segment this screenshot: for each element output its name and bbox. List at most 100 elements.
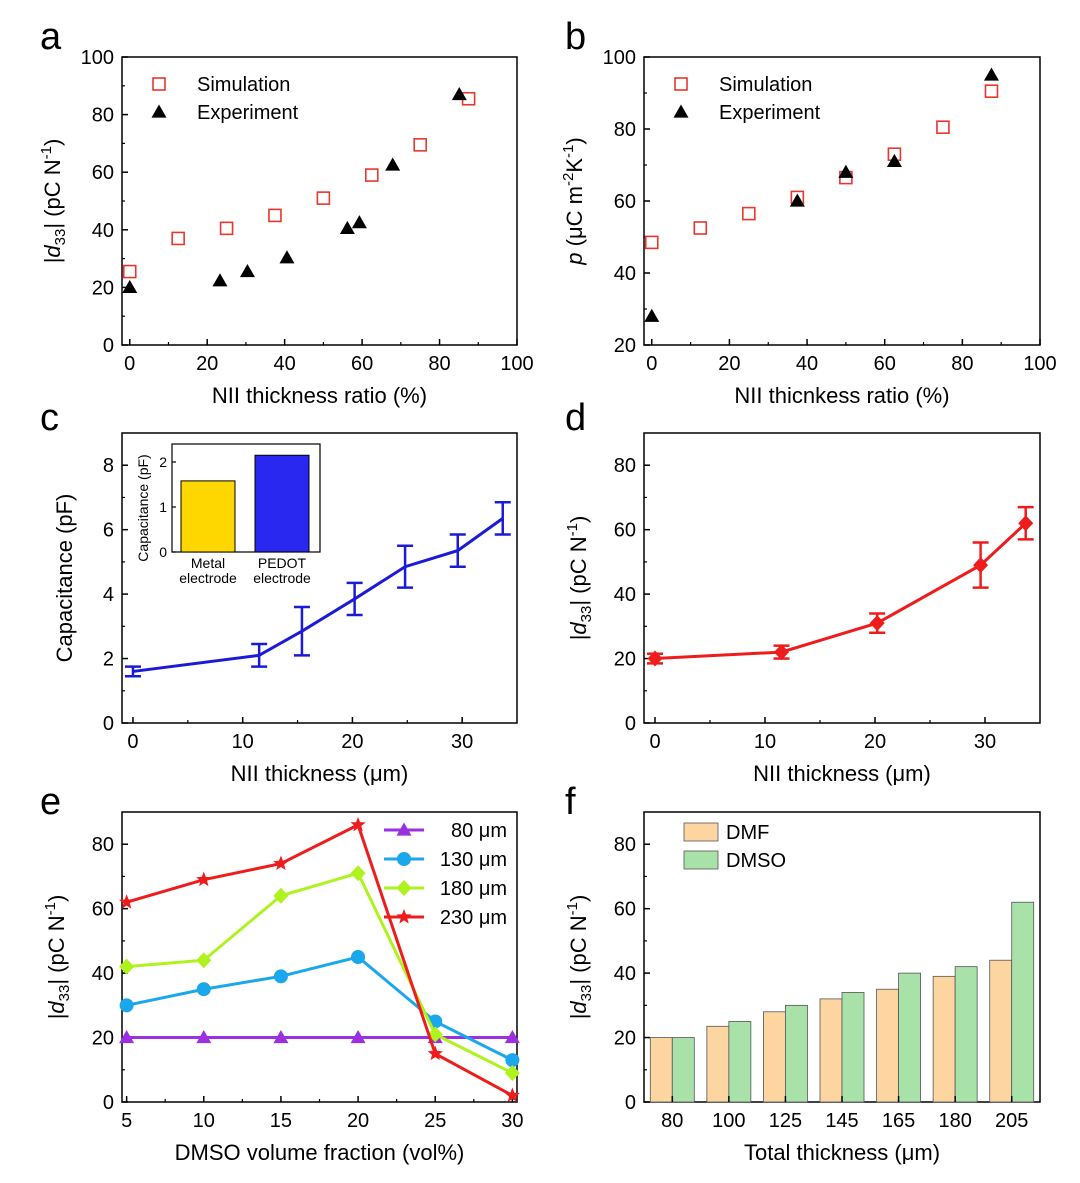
- panel-b-x-tick-label: 80: [951, 353, 973, 375]
- panel-f-bar-dmf-125: [763, 1011, 786, 1103]
- panel-c-inset-bar-label: PEDOT: [258, 555, 307, 571]
- panel-f-y-label-part: d: [566, 1001, 591, 1014]
- panel-b-y-tick-label: 100: [603, 47, 636, 69]
- panel-e-y-label-part: 33: [56, 985, 73, 1002]
- panel-d-y-label-part: d: [566, 622, 591, 635]
- panel-e-series-180-m-point: [504, 1065, 520, 1081]
- panel-c-plot-frame: [121, 432, 518, 724]
- panel-a-y-label-part: 33: [52, 229, 69, 246]
- panel-d-y-label-part: |: [566, 635, 591, 641]
- panel-b-x-tick-label: 20: [718, 353, 740, 375]
- panel-a-series-experiment-point: [385, 157, 401, 171]
- panel-e-y-tick-label: 80: [92, 834, 114, 856]
- panel-b-y-tick-label: 80: [614, 119, 636, 141]
- panel-c-x-tick-label: 10: [232, 731, 254, 753]
- panel-b-y-axis-label: p (μC m-2K-1): [560, 137, 587, 265]
- panel-a-series-simulation-point: [364, 168, 379, 182]
- panel-b-legend-label: Simulation: [719, 74, 812, 96]
- panel-c-inset-y-tick-label: 2: [159, 454, 167, 470]
- panel-e-y-label-part: |: [44, 1014, 69, 1020]
- panel-c-x-axis-label: NII thickness (μm): [231, 761, 409, 786]
- panel-f-x-tick-label: 100: [712, 1110, 745, 1132]
- panel-f-x-tick-label: 180: [938, 1110, 971, 1132]
- panel-e-series-230-m-point: [119, 894, 135, 909]
- panel-e-legend-marker: [396, 909, 412, 924]
- panel-e-series-130-m-point: [273, 969, 288, 984]
- panel-c-y-tick-label: 2: [103, 649, 114, 671]
- panel-f-y-tick-label: 20: [614, 1028, 636, 1050]
- panel-f-y-label-part: |: [566, 1014, 591, 1020]
- panel-a-legend-label: Simulation: [197, 74, 290, 96]
- panel-f-bar-dmso-180: [954, 966, 978, 1103]
- panel-a-x-axis-label: NII thickness ratio (%): [212, 383, 427, 408]
- panel-c-inset-bar-label: Metal: [191, 555, 225, 571]
- panel-b-series-simulation-point: [693, 221, 708, 235]
- panel-e-x-axis-label: DMSO volume fraction (vol%): [175, 1140, 465, 1165]
- panel-b-plot-frame: [643, 56, 1041, 346]
- panel-d-y-label-part: 33: [578, 606, 595, 623]
- panel-e-legend-label: 130 μm: [440, 849, 507, 871]
- panel-d-x-tick-label: 0: [649, 731, 660, 753]
- panel-a-legend-marker: [151, 104, 167, 118]
- panel-d: d|d33| (pC N-1)NII thickness (μm)0 10 20 30…: [564, 397, 1041, 786]
- panel-f-x-tick-label: 125: [769, 1110, 802, 1132]
- panel-b-y-label-part: K: [562, 158, 587, 173]
- panel-c-x-tick-label: 30: [451, 731, 473, 753]
- panel-c-y-axis-label: Capacitance (pF): [52, 494, 77, 663]
- panel-a-series-experiment-point: [239, 264, 255, 278]
- panel-f-bar-dmso-205: [1011, 901, 1035, 1103]
- panel-d-y-tick-label: 40: [614, 584, 636, 606]
- panel-b-x-tick-label: 100: [1023, 353, 1056, 375]
- panel-b-y-label-part: -2: [560, 173, 577, 186]
- panel-d-y-tick-label: 20: [614, 649, 636, 671]
- panel-b-series-experiment-point: [886, 153, 902, 168]
- panel-c-letter: c: [40, 397, 59, 439]
- panel-e-series-180-m-line: [126, 871, 514, 1075]
- panel-e-series-180-m-point: [350, 865, 366, 882]
- panel-a: a |d33| (pC N-1) NII thickness ratio (%) 0 2…: [38, 16, 534, 408]
- panel-a-series-experiment-point: [279, 250, 295, 264]
- panel-e-series-180-m-point: [196, 952, 212, 969]
- panel-f-bar-dmf-100: [706, 1025, 730, 1103]
- panel-f-legend-swatch: [683, 850, 719, 870]
- panel-f-bar-dmf-180: [932, 975, 956, 1103]
- panel-e-y-label-part: d: [44, 1001, 69, 1014]
- panel-b-legend-marker: [673, 104, 689, 118]
- panel-a-series-experiment-point: [339, 220, 355, 234]
- panel-b-y-tick-label: 20: [614, 335, 636, 357]
- panel-a-legend-marker: [152, 77, 166, 91]
- panel-d-letter: d: [565, 397, 586, 439]
- panel-e-series-180-m-point: [119, 958, 135, 975]
- panel-e-y-tick-label: 40: [92, 963, 114, 985]
- panel-b-x-tick-label: 60: [874, 353, 896, 375]
- panel-f-y-label-part: | (pC N: [566, 915, 591, 984]
- panel-e-series-130-m-point: [351, 950, 366, 964]
- panel-e-series-230-m-point: [504, 1087, 520, 1103]
- panel-f-y-tick-label: 80: [614, 834, 636, 856]
- panel-e-y-label-part: | (pC N: [44, 915, 69, 984]
- panel-e-series-80-m-point: [273, 1030, 289, 1044]
- panel-f-bar-dmso-80: [671, 1037, 695, 1103]
- panel-c-y-label-part: Capacitance (pF): [52, 494, 77, 663]
- panel-e-series-230-m-point: [273, 855, 289, 871]
- panel-a-series-experiment-point: [451, 86, 467, 101]
- panel-c-y-tick-label: 0: [103, 713, 114, 735]
- panel-c-inset-bar-pedot: [254, 454, 310, 553]
- panel-f-bar-dmf-145: [819, 998, 843, 1103]
- panel-a-x-tick-label: 100: [500, 353, 533, 375]
- panel-a-y-label-part: | (pC N: [40, 159, 65, 228]
- panel-d-y-label-part: -1: [564, 523, 581, 536]
- panel-e-legend-label: 230 μm: [440, 907, 507, 929]
- panel-a-series-simulation-point: [413, 138, 427, 152]
- panel-e-series-130-m-point: [196, 982, 211, 997]
- panel-b: b p (μC m-2K-1) NII thicnkess ratio (%) 0 20…: [560, 16, 1057, 408]
- panel-b-series-simulation-point: [644, 235, 659, 250]
- panel-f-x-axis-label: Total thickness (μm): [744, 1140, 940, 1165]
- panel-c-y-tick-label: 6: [103, 520, 114, 542]
- panel-f-y-label-part: -1: [564, 902, 581, 915]
- panel-e: e |d33| (pC N-1) DMSO volume fraction (vol…: [40, 781, 523, 1165]
- panel-e-legend-marker: [397, 852, 411, 866]
- panel-e-x-tick-label: 20: [347, 1110, 369, 1132]
- panel-e-x-tick-label: 25: [424, 1110, 446, 1132]
- panel-e-series-130-m-line: [126, 955, 514, 1062]
